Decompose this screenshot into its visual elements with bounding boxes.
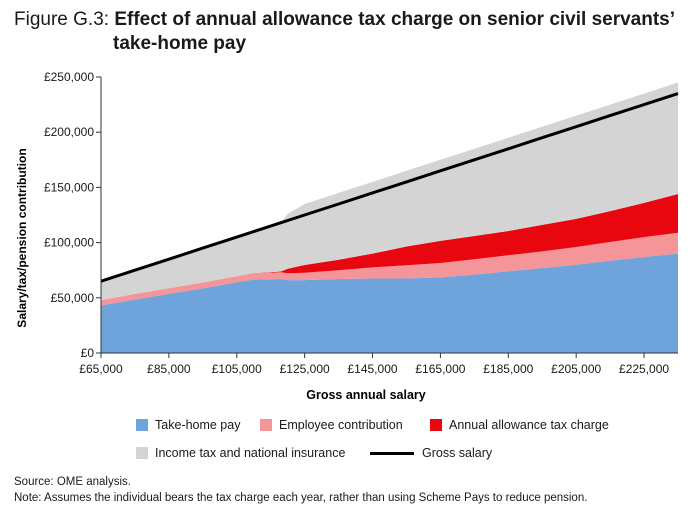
y-tick-label: £100,000 [44,236,94,250]
y-tick-label: £250,000 [44,70,94,84]
y-tick-label: £150,000 [44,180,94,194]
area-series-annual-allowance-tax-charge [101,194,678,301]
x-tick-label: £105,000 [212,362,262,376]
x-axis-title: Gross annual salary [306,388,426,402]
line-series-gross-salary [100,92,679,283]
area-series-employee-contribution [101,232,678,306]
legend-item-gross-salary: Gross salary [370,446,492,460]
x-tick-label: £65,000 [79,362,123,376]
x-tick-label: £225,000 [619,362,669,376]
legend-label: Annual allowance tax charge [449,418,609,432]
legend-swatch-employee-contribution [260,419,272,431]
x-tick-label: £185,000 [483,362,533,376]
area-layer [101,82,678,353]
y-tick-label: £0 [81,346,95,360]
x-tick-label: £145,000 [347,362,397,376]
x-tick-label: £165,000 [415,362,465,376]
stacked-area-chart: £0 £50,000 £100,000 £150,000 £200,000 £250,00… [15,70,679,402]
y-axis-title: Salary/tax/pension contribution [15,148,29,327]
x-tick-label: £205,000 [551,362,601,376]
legend-label: Employee contribution [279,418,403,432]
line-layer [100,92,679,283]
figure-title-line2: take-home pay [113,33,247,54]
y-tick-label: £200,000 [44,125,94,139]
x-tick-label: £85,000 [147,362,191,376]
area-series-take-home-pay [101,253,678,353]
x-tick-label: £125,000 [280,362,330,376]
legend-item-annual-allowance-tax-charge: Annual allowance tax charge [430,418,609,432]
source-note: Source: OME analysis. [14,476,131,488]
legend-line-gross-salary [370,451,414,455]
legend-item-employee-contribution: Employee contribution [260,418,403,432]
legend-swatch-annual-allowance-tax-charge [430,419,442,431]
legend-label: Income tax and national insurance [155,446,346,460]
axis-layer: £0 £50,000 £100,000 £150,000 £200,000 £250,00… [44,70,678,376]
figure-title-line1: Effect of annual allowance tax charge on… [114,9,676,30]
legend-swatch-take-home-pay [136,419,148,431]
figure-label: Figure G.3: [14,9,110,30]
chart-title: Figure G.3: Effect of annual allowance t… [14,8,694,56]
assumption-note: Note: Assumes the individual bears the t… [14,492,588,504]
legend-label: Gross salary [422,446,493,460]
legend-swatch-income-tax-ni [136,447,148,459]
footer: Source: OME analysis. Note: Assumes the … [14,474,587,506]
legend-item-income-tax-ni: Income tax and national insurance [136,446,345,460]
legend-item-take-home-pay: Take-home pay [136,418,240,432]
y-tick-label: £50,000 [51,291,95,305]
legend-label: Take-home pay [155,418,241,432]
area-series-income-tax-and-national-insurance [101,82,678,301]
